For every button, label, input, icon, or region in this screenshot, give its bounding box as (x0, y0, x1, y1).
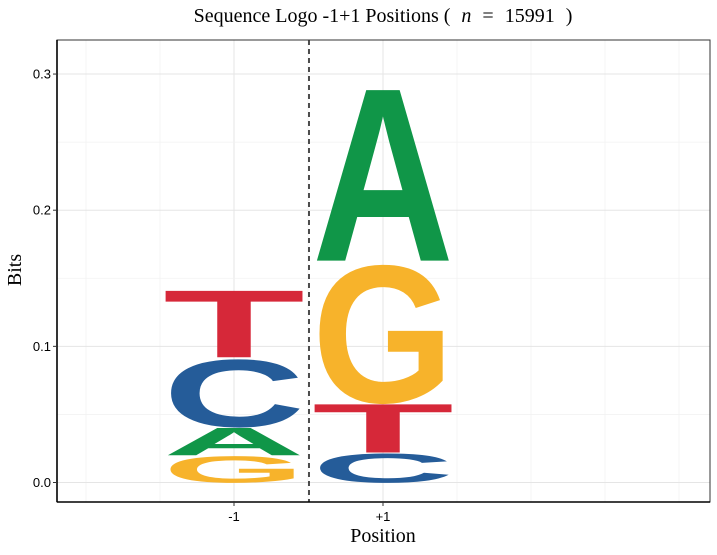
y-tick-label: 0.3 (33, 67, 51, 82)
y-tick-label: 0.0 (33, 475, 51, 490)
x-axis-title: Position (350, 525, 416, 547)
y-tick-label: 0.2 (33, 203, 51, 218)
logo-letter-c: C (312, 445, 454, 492)
y-axis-title: Bits (4, 254, 26, 286)
title-equals: = (482, 5, 493, 27)
logo-letter-g: G (312, 225, 454, 445)
y-tick-label: 0.1 (33, 339, 51, 354)
title-prefix: Sequence Logo -1+1 Positions ( (194, 5, 451, 27)
chart-title: Sequence Logo -1+1 Positions ( n = 15991… (194, 5, 573, 27)
x-axis-ticks: -1 +1 (228, 502, 390, 524)
logo-letter-t: T (163, 270, 305, 378)
logo-letter-t: T (312, 390, 454, 468)
x-tick-label: -1 (228, 509, 240, 524)
chart-title-text: Sequence Logo -1+1 Positions ( n = 15991… (194, 5, 573, 27)
title-n-symbol: n (461, 5, 471, 27)
logo-letter-a: A (312, 38, 454, 314)
grid-lines (57, 40, 710, 502)
logo-letter-c: C (163, 339, 305, 447)
y-axis-ticks: 0.0 0.1 0.2 0.3 (33, 67, 57, 490)
logo-letter-g: G (163, 448, 305, 490)
x-tick-label: +1 (376, 509, 391, 524)
title-suffix: ) (566, 5, 573, 27)
logo-letter-a: A (163, 420, 305, 464)
title-n-value: 15991 (505, 5, 555, 27)
